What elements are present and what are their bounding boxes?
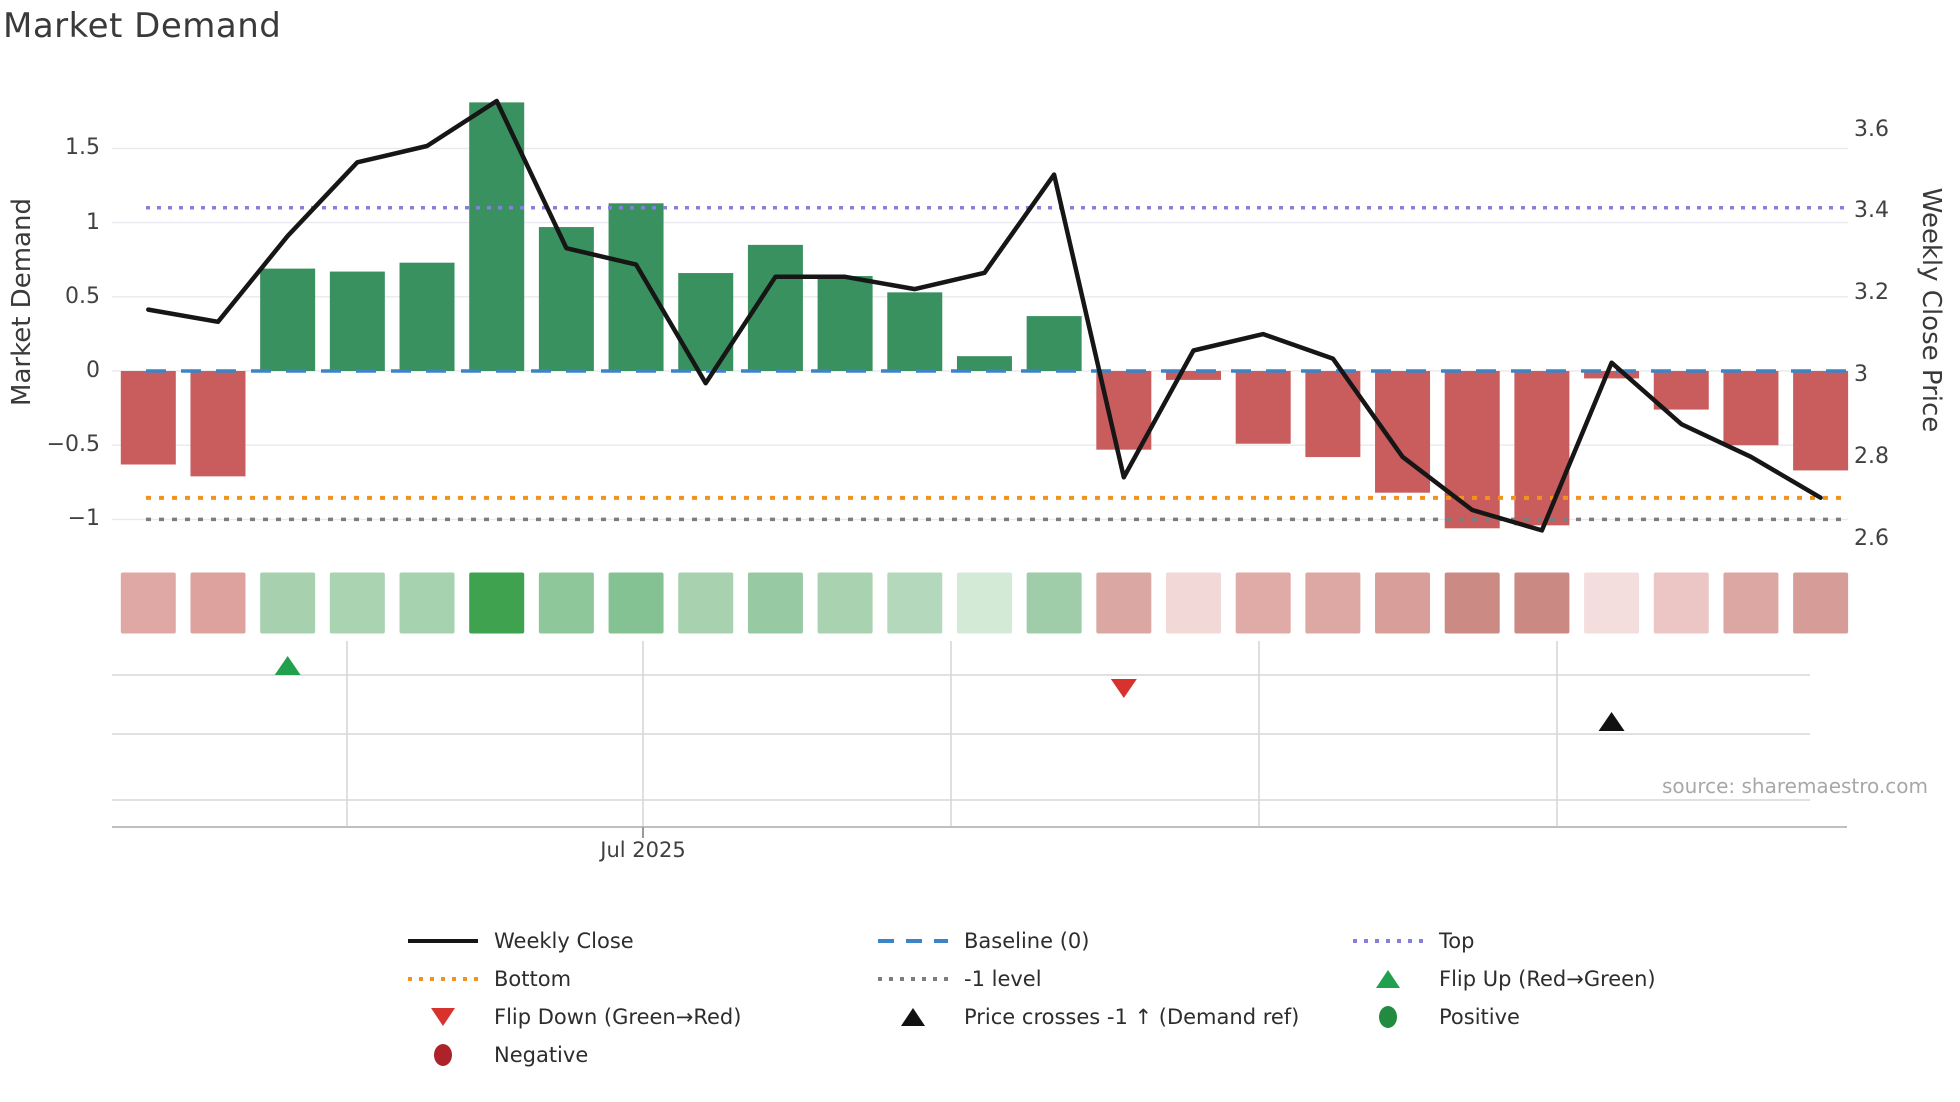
left-tick-label: 1 xyxy=(86,209,100,235)
heat-cell xyxy=(1444,572,1500,634)
right-axis-title: Weekly Close Price xyxy=(1916,187,1946,433)
heat-cell xyxy=(1723,572,1779,634)
demand-bar-negative xyxy=(1653,371,1709,410)
heat-cell xyxy=(1026,572,1082,634)
right-tick-label: 3.4 xyxy=(1854,198,1889,224)
heat-cell xyxy=(538,572,594,634)
heat-cell xyxy=(1166,572,1221,634)
demand-bar-negative xyxy=(1235,371,1291,444)
heat-cell xyxy=(1305,572,1361,634)
legend-label: -1 level xyxy=(964,967,1042,991)
heat-cell xyxy=(1096,572,1152,634)
heat-cell xyxy=(747,572,803,634)
left-tick-label: −0.5 xyxy=(46,432,100,458)
heat-cell xyxy=(1514,572,1570,634)
weekly-close-line-swatch xyxy=(408,939,478,943)
heat-cell xyxy=(1375,572,1431,634)
demand-bar-positive xyxy=(260,268,316,371)
left-tick-label: 0.5 xyxy=(65,283,100,309)
demand-bar-negative xyxy=(1166,371,1221,380)
positive-circle-icon xyxy=(1379,1006,1397,1028)
legend-item-positive: Positive xyxy=(1350,1002,1520,1032)
left-tick-label: −1 xyxy=(67,506,100,532)
demand-bar-positive xyxy=(817,276,873,371)
demand-bar-negative xyxy=(190,371,246,477)
demand-bar-positive xyxy=(956,356,1012,371)
legend-item-flip-down: Flip Down (Green→Red) xyxy=(405,1002,741,1032)
legend-label: Baseline (0) xyxy=(964,929,1090,953)
left-tick-label: 0 xyxy=(86,358,100,383)
chart-title: Market Demand xyxy=(3,6,282,46)
heat-cell xyxy=(1235,572,1291,634)
right-tick-label: 2.6 xyxy=(1854,525,1889,551)
price-cross-triangle-icon xyxy=(901,1008,925,1026)
legend-item-price-cross: Price crosses -1 ↑ (Demand ref) xyxy=(875,1002,1299,1032)
heat-cell xyxy=(1653,572,1709,634)
heat-cell xyxy=(1793,572,1849,634)
minus1-dotted-swatch xyxy=(878,977,948,981)
price_cross-marker xyxy=(1598,712,1625,731)
flip_up-marker xyxy=(274,656,301,675)
heat-cell xyxy=(469,572,525,634)
demand-bar-negative xyxy=(1723,371,1779,446)
demand-bar-positive xyxy=(1026,316,1082,371)
demand-bar-negative xyxy=(1096,371,1152,450)
negative-circle-icon xyxy=(434,1044,452,1066)
legend-item-flip-up: Flip Up (Red→Green) xyxy=(1350,964,1656,994)
heat-cell xyxy=(120,572,176,634)
heat-cell xyxy=(260,572,316,634)
baseline-dash-swatch xyxy=(878,939,948,943)
source-text: source: sharemaestro.com xyxy=(1662,774,1928,798)
legend-label: Weekly Close xyxy=(494,929,634,953)
heat-cell xyxy=(817,572,873,634)
legend-item-top: Top xyxy=(1350,926,1474,956)
demand-bar-negative xyxy=(120,371,176,465)
legend-label: Top xyxy=(1439,929,1475,953)
demand-bar-positive xyxy=(469,102,525,371)
legend-item-negative: Negative xyxy=(405,1040,588,1070)
right-tick-label: 3.6 xyxy=(1854,116,1889,142)
x-axis-tick-label: Jul 2025 xyxy=(600,838,686,862)
demand-bar-positive xyxy=(329,271,385,371)
heat-cell xyxy=(678,572,734,634)
demand-bar-positive xyxy=(399,262,455,371)
heat-cell xyxy=(329,572,385,634)
flip-up-triangle-icon xyxy=(1376,970,1400,988)
heat-cell xyxy=(887,572,943,634)
demand-bar-negative xyxy=(1514,371,1570,526)
heat-cell xyxy=(190,572,246,634)
heat-cell xyxy=(1584,572,1640,634)
legend-item-baseline: Baseline (0) xyxy=(875,926,1089,956)
left-tick-label: 1.5 xyxy=(65,135,100,161)
legend-label: Flip Up (Red→Green) xyxy=(1439,967,1656,991)
legend-item-bottom: Bottom xyxy=(405,964,571,994)
demand-bar-positive xyxy=(608,203,664,371)
right-tick-label: 3 xyxy=(1854,362,1868,387)
heat-cell xyxy=(608,572,664,634)
demand-bar-negative xyxy=(1584,371,1640,379)
right-tick-label: 3.2 xyxy=(1854,280,1889,306)
demand-bar-negative xyxy=(1793,371,1849,471)
legend-item-weekly-close: Weekly Close xyxy=(405,926,634,956)
heat-cell xyxy=(956,572,1012,634)
right-tick-label: 2.8 xyxy=(1854,443,1889,469)
top-dotted-swatch xyxy=(1353,939,1423,943)
legend-item-minus1-level: -1 level xyxy=(875,964,1042,994)
bottom-dotted-swatch xyxy=(408,977,478,981)
weekly-close-line xyxy=(146,98,1823,533)
legend-label: Price crosses -1 ↑ (Demand ref) xyxy=(964,1005,1300,1029)
legend-label: Bottom xyxy=(494,967,572,991)
heat-cell xyxy=(399,572,455,634)
flip_down-marker xyxy=(1110,679,1137,698)
legend-label: Flip Down (Green→Red) xyxy=(494,1005,742,1029)
flip-down-triangle-icon xyxy=(431,1008,455,1026)
legend-label: Negative xyxy=(494,1043,589,1067)
legend-label: Positive xyxy=(1439,1005,1520,1029)
demand-bar-positive xyxy=(887,292,943,371)
demand-bar-negative xyxy=(1444,371,1500,529)
